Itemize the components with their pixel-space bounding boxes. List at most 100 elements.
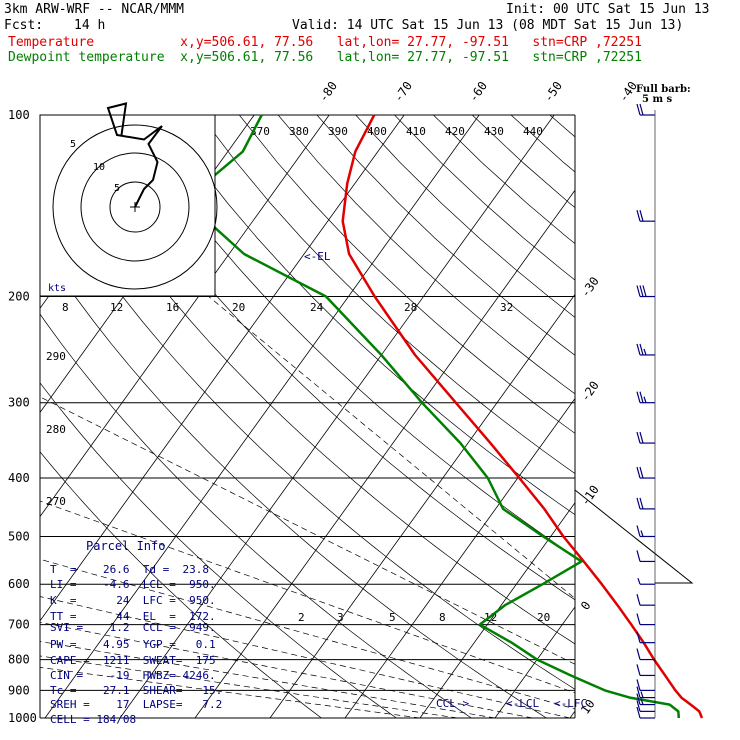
barb-flag bbox=[636, 343, 641, 356]
header-valid: Valid: 14 UTC Sat 15 Jun 13 (08 MDT Sat … bbox=[292, 18, 684, 33]
wind-barb bbox=[636, 525, 655, 538]
barb-flag bbox=[639, 497, 644, 510]
dry-adiabat bbox=[355, 115, 575, 318]
isotherm-line bbox=[44, 115, 480, 718]
moist-adiabat bbox=[40, 641, 496, 718]
isobar-label: 200 bbox=[8, 290, 30, 304]
hodo-speed-label: 16 bbox=[166, 301, 179, 314]
wind-barb bbox=[636, 210, 655, 222]
barb-flag bbox=[636, 706, 641, 719]
barb-flag bbox=[639, 391, 644, 403]
isobar-label: 800 bbox=[8, 653, 30, 667]
dry-adiabat bbox=[471, 115, 575, 209]
dry-adiabat bbox=[40, 382, 397, 718]
wind-barb bbox=[636, 285, 655, 298]
dry-adiabat bbox=[239, 115, 575, 434]
isotherm-label: -70 bbox=[391, 79, 415, 105]
hodo-speed-label: 32 bbox=[500, 301, 513, 314]
dry-adiabat bbox=[122, 115, 575, 558]
barb-flag bbox=[636, 631, 641, 643]
wind-barb bbox=[636, 693, 655, 706]
barb-flag bbox=[636, 664, 641, 676]
dry-adiabat bbox=[394, 115, 575, 281]
barb-flag bbox=[636, 648, 641, 660]
dry-adiabat bbox=[83, 115, 575, 601]
hodo-ring-label-3: 5 bbox=[114, 183, 121, 194]
barb-half bbox=[643, 396, 647, 403]
wind-barb bbox=[636, 700, 655, 712]
barb-flag bbox=[639, 431, 644, 444]
hodo-speed-label: 24 bbox=[310, 301, 324, 314]
dry-adiabat bbox=[316, 115, 575, 356]
header-fcst-label: Fcst: bbox=[4, 18, 44, 33]
barb-flag bbox=[642, 285, 647, 297]
barb-flag bbox=[636, 613, 641, 625]
barb-flag bbox=[636, 210, 641, 222]
moist-adiabat bbox=[208, 296, 575, 599]
parcel-info-row: K = 24 LFC = 950. bbox=[50, 594, 216, 607]
isotherm-line bbox=[40, 115, 405, 622]
parcel-info-row: TT = 44 EL = 172. bbox=[50, 610, 216, 623]
theta-label: 410 bbox=[406, 125, 426, 138]
wind-barb bbox=[636, 648, 655, 661]
barb-half bbox=[640, 691, 644, 698]
isotherm-line bbox=[720, 115, 740, 718]
barb-scale-title: Full barb: bbox=[636, 84, 691, 95]
parcel-info-row: LI = -4.6 LCL = 950. bbox=[50, 578, 216, 591]
wind-barb bbox=[636, 706, 655, 719]
parcel-info-row: CAPE = 1211 SWEAT= 175 bbox=[50, 654, 216, 667]
isobar-label: 600 bbox=[8, 577, 30, 591]
wind-barb bbox=[636, 343, 655, 356]
parcel-info-row: SVI = 1.2 CCL = 949. bbox=[50, 621, 216, 634]
mixing-ratio-label: 2 bbox=[298, 611, 305, 624]
barb-half bbox=[640, 530, 644, 537]
isobar-label: 700 bbox=[8, 618, 30, 632]
mixing-ratio-label: 20 bbox=[537, 611, 550, 624]
parcel-info-row: CIN = -19 HWBZ= 4246. bbox=[50, 669, 216, 682]
dry-adiabat bbox=[40, 174, 575, 690]
isotherm-line bbox=[645, 115, 740, 718]
barb-flag bbox=[639, 343, 644, 356]
moist-adiabat bbox=[40, 500, 575, 694]
isotherm-line bbox=[344, 397, 575, 718]
barb-flag bbox=[636, 679, 641, 691]
isotherm-line bbox=[119, 115, 555, 718]
wind-barb bbox=[636, 431, 655, 444]
wind-barb bbox=[637, 578, 655, 585]
barb-flag bbox=[636, 686, 641, 698]
barb-flag bbox=[636, 594, 641, 606]
barb-half bbox=[637, 578, 641, 585]
hodograph bbox=[39, 102, 218, 297]
dry-adiabat bbox=[161, 115, 575, 516]
wind-barb bbox=[636, 391, 655, 404]
ccl-marker: CCL-> bbox=[436, 697, 470, 710]
dry-adiabat bbox=[628, 115, 740, 718]
barb-flag bbox=[636, 700, 641, 712]
barb-flag bbox=[636, 285, 641, 297]
mixing-ratio-label: 5 bbox=[389, 611, 396, 624]
legend-dewpoint: Dewpoint temperature x,y=506.61, 77.56 l… bbox=[8, 50, 642, 65]
adiabat-label: 280 bbox=[46, 423, 66, 436]
isotherm-label: -20 bbox=[578, 378, 602, 404]
wind-barbs bbox=[636, 103, 656, 719]
hodo-speed-label: 12 bbox=[110, 301, 123, 314]
parcel-info-title: Parcel Info bbox=[86, 539, 166, 553]
isobar-label: 400 bbox=[8, 471, 30, 485]
barb-half bbox=[643, 348, 647, 356]
theta-label: 420 bbox=[445, 125, 465, 138]
hodo-trace bbox=[106, 102, 163, 208]
dry-adiabat bbox=[44, 115, 575, 645]
lfc-marker: <-LFC bbox=[554, 697, 588, 710]
barb-half bbox=[640, 698, 644, 705]
barb-flag bbox=[636, 550, 641, 562]
header-init: Init: 00 UTC Sat 15 Jun 13 bbox=[506, 2, 710, 17]
dry-adiabat bbox=[200, 115, 575, 474]
hodo-ring-label-2: 10 bbox=[93, 162, 106, 173]
isobar-label: 300 bbox=[8, 396, 30, 410]
temperature-curve bbox=[341, 114, 704, 719]
wind-barb bbox=[636, 466, 655, 479]
el-marker: <-EL bbox=[304, 250, 331, 263]
dry-adiabat bbox=[589, 115, 740, 718]
moist-adiabat bbox=[40, 396, 575, 665]
